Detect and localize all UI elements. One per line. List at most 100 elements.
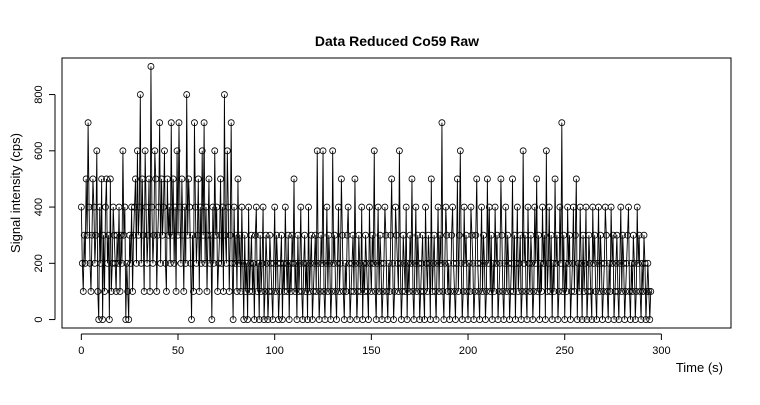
data-point: [453, 259, 460, 267]
data-point: [605, 259, 613, 267]
data-point: [195, 288, 203, 295]
data-point: [257, 288, 265, 295]
data-point: [456, 147, 464, 155]
x-tick-label: 50: [172, 345, 184, 357]
data-point: [558, 119, 566, 127]
data-point: [550, 288, 558, 295]
data-point: [119, 147, 127, 155]
data-point: [244, 316, 252, 323]
data-point: [166, 259, 174, 267]
data-point: [478, 203, 485, 211]
data-point: [390, 316, 398, 323]
data-point: [305, 203, 312, 211]
data-point: [619, 231, 627, 239]
data-point: [395, 147, 403, 155]
data-point: [141, 147, 149, 155]
data-point: [243, 259, 251, 267]
data-point: [301, 231, 309, 239]
data-point: [425, 259, 433, 267]
data-point: [189, 231, 196, 239]
data-point: [208, 316, 216, 323]
data-point: [486, 288, 494, 295]
data-point: [417, 288, 425, 295]
data-point: [606, 288, 614, 295]
data-point: [590, 259, 598, 267]
data-point: [643, 288, 651, 295]
data-point: [200, 119, 208, 127]
data-point: [620, 259, 628, 267]
data-point: [100, 231, 107, 239]
data-point: [627, 316, 634, 323]
data-point: [346, 316, 354, 323]
data-point: [145, 175, 153, 183]
y-tick-label: 600: [33, 142, 45, 160]
data-point: [197, 259, 205, 267]
data-point: [112, 288, 120, 295]
data-point: [497, 175, 505, 183]
data-point: [442, 203, 450, 211]
data-point: [136, 91, 144, 98]
y-tick-label: 400: [33, 198, 45, 216]
data-point: [263, 259, 271, 267]
data-point: [474, 259, 482, 267]
data-point: [341, 259, 349, 267]
data-point: [508, 259, 515, 267]
data-point: [149, 259, 157, 267]
data-point: [259, 203, 267, 211]
data-point: [335, 203, 342, 211]
x-tick-label: 200: [459, 345, 477, 357]
data-point: [126, 231, 134, 239]
data-point: [482, 316, 489, 323]
data-point: [212, 231, 220, 239]
data-point: [529, 316, 537, 323]
data-point: [138, 175, 146, 183]
data-point: [85, 203, 93, 211]
data-point: [580, 288, 588, 295]
data-point: [646, 316, 654, 323]
data-point: [273, 231, 281, 239]
data-point: [339, 288, 347, 295]
data-point: [183, 91, 191, 98]
data-point: [171, 203, 179, 211]
data-point: [173, 147, 181, 155]
data-point: [607, 203, 615, 211]
data-point: [530, 288, 538, 295]
data-point: [557, 259, 565, 267]
data-point: [431, 288, 439, 295]
data-point: [480, 231, 487, 239]
data-point: [483, 288, 490, 295]
data-point: [544, 259, 552, 267]
data-point: [375, 288, 383, 295]
data-point: [317, 231, 325, 239]
data-point: [297, 203, 305, 211]
data-point: [310, 259, 318, 267]
data-point: [461, 259, 469, 267]
data-point: [332, 288, 339, 295]
data-point: [203, 288, 211, 295]
data-point: [246, 288, 253, 295]
data-point: [163, 288, 170, 295]
data-point: [454, 175, 461, 183]
data-point: [334, 259, 341, 267]
data-point: [418, 259, 426, 267]
data-point: [150, 231, 158, 239]
data-point: [94, 288, 102, 295]
y-axis-label: Signal intensity (cps): [8, 133, 23, 253]
data-point: [357, 288, 365, 295]
data-point: [466, 288, 474, 295]
data-point: [210, 259, 218, 267]
data-point: [459, 288, 467, 295]
data-point: [157, 259, 165, 267]
data-point: [251, 231, 259, 239]
data-point: [147, 63, 155, 70]
data-point: [79, 288, 87, 295]
data-point: [599, 288, 607, 295]
data-point: [333, 316, 340, 323]
data-point: [584, 288, 592, 295]
data-point: [254, 259, 262, 267]
data-point: [611, 288, 619, 295]
data-point: [245, 203, 252, 211]
data-point: [128, 203, 136, 211]
data-point: [253, 288, 261, 295]
data-point: [432, 316, 440, 323]
